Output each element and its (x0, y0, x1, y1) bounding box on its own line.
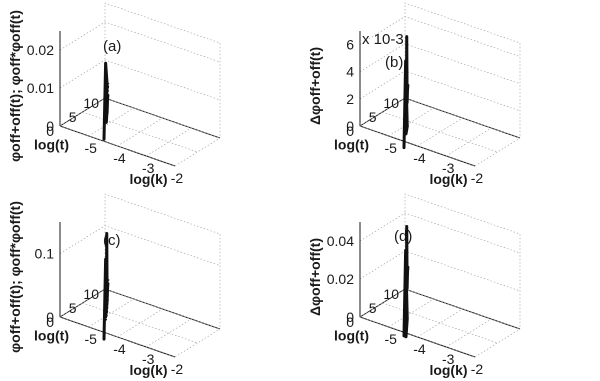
k-tick-label: -2 (171, 361, 184, 377)
t-tick-label: 5 (369, 300, 377, 316)
k-tick-label: -4 (413, 341, 426, 357)
x-axis-title: log(t) (334, 328, 369, 344)
y-axis-title: log(k) (429, 171, 467, 187)
z-tick-label: 0.01 (27, 80, 54, 96)
z-tick-label: 0.02 (327, 271, 354, 287)
k-gridline (474, 328, 521, 358)
k-tick-label: -3 (442, 351, 455, 367)
z-gridline (59, 21, 221, 63)
z-axis-title: φoff+off(t); φoff*φoff(t) (7, 10, 23, 162)
z-tick-label: 2 (346, 91, 354, 107)
z-gridline (59, 225, 221, 266)
x-axis-title: log(t) (334, 137, 369, 153)
t-tick-label: 5 (369, 109, 377, 125)
z-tick-label: 6 (346, 37, 354, 53)
t-gridline (382, 111, 498, 153)
z-axis-title: Δφoff+off(t) (307, 238, 323, 316)
t-tick-label: 10 (383, 95, 399, 111)
z-tick-label: 0.1 (35, 246, 55, 262)
k-tick-label: -2 (471, 361, 484, 377)
k-tick-label: -5 (385, 140, 398, 156)
k-gridline (474, 137, 521, 167)
z-tick-label: 0.02 (27, 42, 54, 58)
t-tick-label: 5 (69, 109, 77, 125)
t-gridline (104, 97, 221, 139)
t-tick-label: 0 (46, 123, 54, 139)
y-axis-title: log(k) (129, 362, 167, 378)
k-tick-label: -4 (113, 341, 126, 357)
t-gridline (404, 97, 521, 139)
exponent-label: x 10-3 (362, 31, 404, 48)
z-tick-label: 0 (346, 309, 354, 325)
z-gridline (359, 43, 521, 84)
k-tick-label: -3 (442, 160, 455, 176)
t-gridline (59, 125, 176, 167)
series-solid-line (402, 35, 410, 150)
k-tick-label: -3 (142, 160, 155, 176)
k-gridline (174, 137, 221, 167)
t-tick-label: 0 (346, 123, 354, 139)
series-dashed-line (105, 252, 110, 321)
z-gridline (359, 212, 521, 254)
k-tick-label: -2 (471, 170, 484, 186)
k-tick-label: -4 (113, 150, 126, 166)
t-gridline (82, 302, 198, 344)
t-tick-label: 0 (46, 314, 54, 330)
k-gridline (388, 107, 434, 137)
z-tick-label: 4 (346, 64, 354, 80)
panel-2: 0246-5-4-3-21050log(t)log(k)Δφoff+off(t)… (307, 2, 521, 187)
panel-label: (b) (385, 54, 403, 71)
k-tick-label: -5 (85, 331, 98, 347)
t-tick-label: 0 (346, 314, 354, 330)
panel-1: 00.010.02-5-4-3-21050log(t)log(k)φoff+of… (7, 2, 221, 187)
k-tick-label: -5 (85, 140, 98, 156)
z-gridline (59, 59, 221, 101)
z-gridline (359, 16, 521, 57)
z-gridline (359, 250, 521, 292)
t-tick-label: 5 (69, 300, 77, 316)
panel-label: (a) (103, 38, 121, 55)
t-gridline (359, 316, 476, 358)
k-gridline (388, 298, 434, 328)
z-axis-title: Δφoff+off(t) (307, 47, 323, 125)
t-gridline (382, 302, 498, 344)
y-axis-title: log(k) (129, 171, 167, 187)
z-tick-label: 0 (46, 309, 54, 325)
t-gridline (404, 288, 521, 330)
z-axis-title: φoff+off(t); φoff*φoff(t) (7, 201, 23, 353)
series-solid-line (402, 225, 410, 339)
y-axis-title: log(k) (429, 362, 467, 378)
panel-4: 00.020.04-5-4-3-21050log(t)log(k)Δφoff+o… (307, 193, 521, 378)
k-tick-label: -5 (385, 331, 398, 347)
t-tick-label: 10 (83, 286, 99, 302)
x-axis-title: log(t) (34, 328, 69, 344)
panel-label: (d) (394, 228, 412, 245)
x-axis-title: log(t) (34, 137, 69, 153)
z-tick-label: 0 (46, 118, 54, 134)
z-tick-label: 0 (346, 118, 354, 134)
k-gridline (174, 328, 221, 358)
k-gridline (88, 298, 134, 328)
t-gridline (82, 111, 198, 153)
t-gridline (359, 125, 476, 167)
t-gridline (104, 288, 221, 330)
k-tick-label: -4 (413, 150, 426, 166)
k-gridline (88, 107, 134, 137)
z-tick-label: 0.04 (327, 233, 354, 249)
series-dashed-line (105, 83, 110, 124)
k-tick-label: -2 (171, 170, 184, 186)
t-tick-label: 10 (383, 286, 399, 302)
panel-3: 00.1-5-4-3-21050log(t)log(k)φoff+off(t);… (7, 193, 221, 378)
k-tick-label: -3 (142, 351, 155, 367)
t-tick-label: 10 (83, 95, 99, 111)
t-gridline (59, 316, 176, 358)
